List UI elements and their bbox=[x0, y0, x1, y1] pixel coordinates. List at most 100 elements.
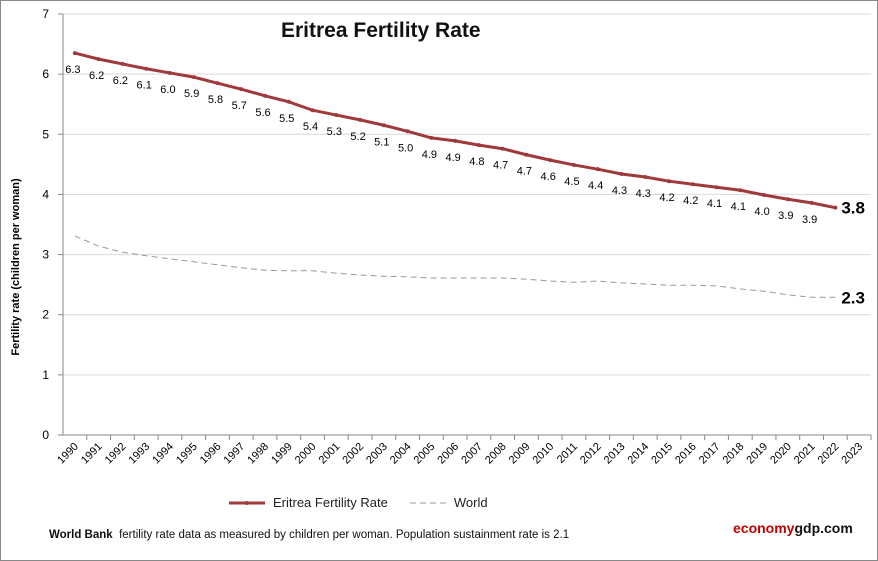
data-point bbox=[738, 188, 743, 193]
y-tick-label: 7 bbox=[42, 7, 49, 21]
data-label: 4.4 bbox=[588, 180, 603, 192]
x-tick-label: 2012 bbox=[578, 441, 604, 467]
data-point bbox=[476, 143, 481, 148]
data-label: 5.4 bbox=[303, 121, 318, 133]
data-label: 5.3 bbox=[327, 126, 342, 138]
data-label: 5.9 bbox=[184, 88, 199, 100]
data-point bbox=[833, 205, 838, 210]
x-tick-label: 2002 bbox=[340, 441, 366, 467]
x-tick-label: 2023 bbox=[839, 441, 865, 467]
x-tick-label: 1991 bbox=[79, 441, 105, 467]
x-tick-label: 1995 bbox=[174, 441, 200, 467]
x-tick-label: 1996 bbox=[198, 441, 224, 467]
footnote: World Bank fertility rate data as measur… bbox=[49, 529, 569, 541]
end-value-label: 2.3 bbox=[841, 288, 865, 307]
data-label: 4.2 bbox=[659, 192, 674, 204]
data-label: 5.5 bbox=[279, 113, 294, 125]
x-tick-label: 1998 bbox=[245, 441, 271, 467]
data-point bbox=[690, 182, 695, 187]
x-tick-label: 2007 bbox=[459, 441, 485, 467]
data-label: 4.0 bbox=[754, 206, 769, 218]
data-point bbox=[405, 129, 410, 134]
brand-part-a: economy bbox=[733, 520, 795, 536]
data-point bbox=[72, 51, 77, 56]
data-point bbox=[215, 81, 220, 86]
x-tick-label: 2014 bbox=[626, 441, 652, 467]
brand-part-b: gdp.com bbox=[794, 520, 853, 536]
x-tick-label: 1990 bbox=[55, 441, 81, 467]
data-point bbox=[286, 99, 291, 104]
data-point bbox=[334, 113, 339, 118]
x-tick-label: 2016 bbox=[673, 441, 699, 467]
series-line-eritrea bbox=[74, 51, 836, 210]
data-point bbox=[619, 171, 624, 176]
x-tick-label: 2020 bbox=[768, 441, 794, 467]
data-point bbox=[643, 174, 648, 179]
x-tick-label: 1992 bbox=[103, 441, 129, 467]
data-point bbox=[595, 167, 600, 172]
x-tick-label: 2003 bbox=[364, 441, 390, 467]
data-label: 5.7 bbox=[232, 100, 247, 112]
legend-swatch-world bbox=[409, 502, 446, 503]
x-tick-label: 1997 bbox=[222, 441, 248, 467]
brand-logo: economygdp.com bbox=[733, 520, 853, 536]
x-tick-label: 2005 bbox=[412, 441, 438, 467]
x-tick-label: 2001 bbox=[317, 441, 343, 467]
data-label: 6.3 bbox=[65, 64, 80, 76]
y-tick-label: 1 bbox=[42, 368, 49, 382]
data-label: 6.2 bbox=[89, 70, 104, 82]
legend-label-eritrea: Eritrea Fertility Rate bbox=[273, 495, 388, 510]
data-point bbox=[381, 123, 386, 128]
data-point bbox=[453, 138, 458, 143]
data-label: 6.0 bbox=[160, 84, 175, 96]
data-label: 4.5 bbox=[564, 176, 579, 188]
data-point bbox=[144, 66, 149, 71]
data-point bbox=[120, 61, 125, 66]
x-tick-label: 2000 bbox=[293, 441, 319, 467]
data-label: 5.1 bbox=[374, 136, 389, 148]
x-tick-label: 2006 bbox=[435, 441, 461, 467]
data-label: 5.8 bbox=[208, 94, 223, 106]
legend-label-world: World bbox=[453, 495, 488, 510]
data-point bbox=[785, 197, 790, 202]
data-label: 4.1 bbox=[707, 198, 722, 210]
data-point bbox=[524, 152, 529, 157]
data-point bbox=[571, 162, 576, 167]
data-point bbox=[500, 146, 505, 151]
x-tick-label: 2021 bbox=[792, 441, 818, 467]
x-tick-label: 2015 bbox=[649, 441, 675, 467]
data-label: 5.0 bbox=[398, 142, 413, 154]
data-label: 4.7 bbox=[493, 160, 508, 172]
x-tick-label: 2010 bbox=[530, 441, 556, 467]
data-point bbox=[239, 87, 244, 92]
x-tick-label: 1994 bbox=[150, 441, 176, 467]
data-point bbox=[310, 108, 315, 113]
x-tick-label: 1999 bbox=[269, 441, 295, 467]
data-label: 6.1 bbox=[137, 80, 152, 92]
data-point bbox=[191, 75, 196, 80]
x-tick-label: 2008 bbox=[483, 441, 509, 467]
x-tick-label: 2018 bbox=[721, 441, 747, 467]
data-label: 4.9 bbox=[422, 149, 437, 161]
data-point bbox=[548, 158, 553, 163]
data-label: 4.3 bbox=[612, 185, 627, 197]
x-tick-label: 2004 bbox=[388, 441, 414, 467]
chart-title: Eritrea Fertility Rate bbox=[281, 19, 481, 42]
legend-swatch-eritrea bbox=[229, 500, 265, 505]
x-tick-label: 2011 bbox=[555, 441, 580, 466]
y-tick-label: 2 bbox=[42, 308, 49, 322]
y-axis-label: Fertility rate (children per woman) bbox=[10, 178, 22, 356]
data-point bbox=[667, 179, 671, 184]
data-label: 5.2 bbox=[350, 131, 365, 143]
data-label: 5.6 bbox=[255, 107, 270, 119]
data-point bbox=[263, 93, 267, 98]
data-point bbox=[167, 70, 172, 75]
x-tick-label: 2019 bbox=[744, 441, 770, 467]
y-tick-label: 0 bbox=[42, 428, 49, 442]
y-tick-label: 5 bbox=[42, 127, 49, 141]
data-label: 4.1 bbox=[731, 201, 746, 213]
data-point bbox=[809, 200, 814, 205]
y-tick-label: 4 bbox=[42, 187, 49, 201]
x-tick-label: 2009 bbox=[507, 441, 533, 467]
